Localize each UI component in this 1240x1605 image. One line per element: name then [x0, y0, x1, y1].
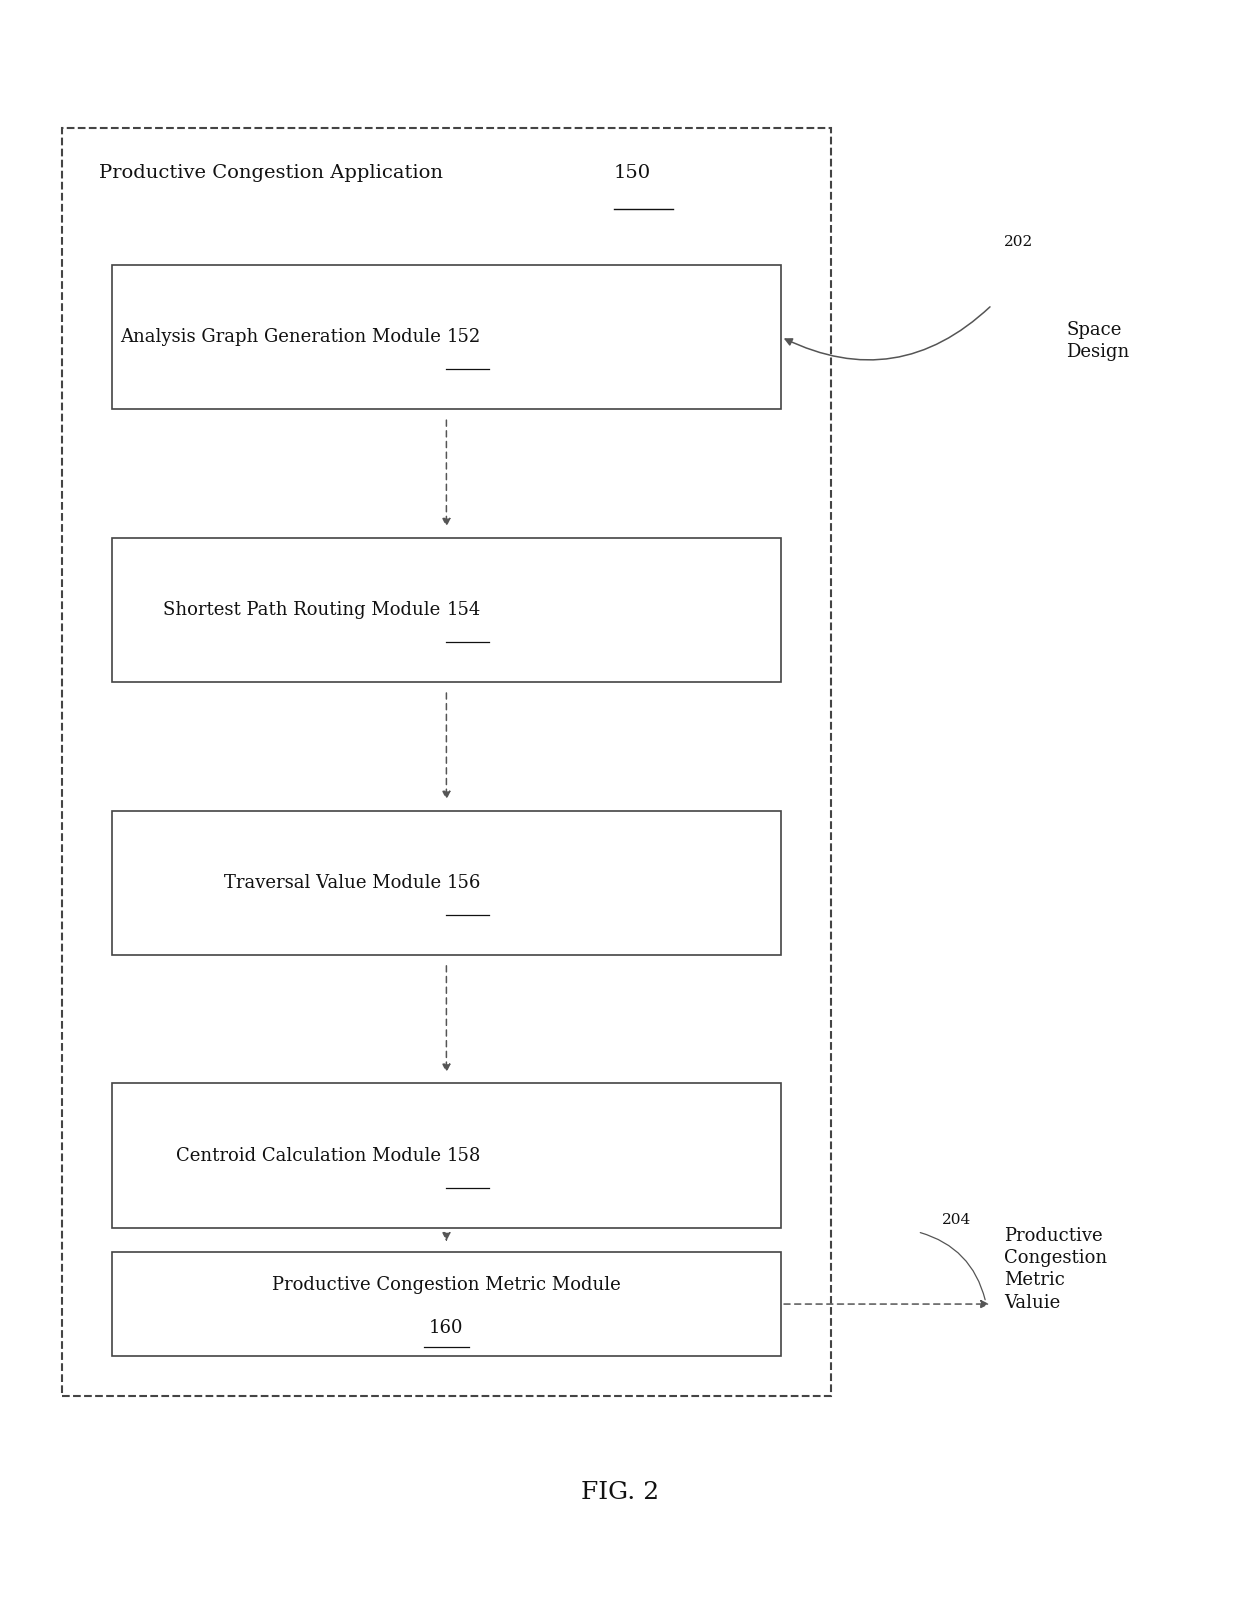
FancyBboxPatch shape	[112, 811, 781, 955]
Text: 154: 154	[446, 600, 481, 620]
Text: 150: 150	[614, 164, 651, 181]
Text: 158: 158	[446, 1146, 481, 1165]
Text: 202: 202	[1004, 234, 1034, 249]
FancyBboxPatch shape	[112, 1083, 781, 1228]
FancyBboxPatch shape	[112, 538, 781, 682]
Text: Shortest Path Routing Module: Shortest Path Routing Module	[164, 600, 446, 620]
Text: 156: 156	[446, 873, 481, 892]
Text: 152: 152	[446, 327, 481, 347]
Text: Productive Congestion Application: Productive Congestion Application	[99, 164, 449, 181]
Text: Centroid Calculation Module: Centroid Calculation Module	[176, 1146, 446, 1165]
Text: Space
Design: Space Design	[1066, 321, 1130, 361]
Text: Productive
Congestion
Metric
Valuie: Productive Congestion Metric Valuie	[1004, 1228, 1107, 1311]
Text: Productive Congestion Metric Module: Productive Congestion Metric Module	[272, 1276, 621, 1294]
Text: Analysis Graph Generation Module: Analysis Graph Generation Module	[120, 327, 446, 347]
FancyBboxPatch shape	[112, 265, 781, 409]
Text: 160: 160	[429, 1319, 464, 1337]
Text: 204: 204	[942, 1213, 972, 1228]
Text: Traversal Value Module: Traversal Value Module	[223, 873, 446, 892]
FancyBboxPatch shape	[112, 1252, 781, 1356]
FancyBboxPatch shape	[62, 128, 831, 1396]
Text: FIG. 2: FIG. 2	[580, 1481, 660, 1504]
